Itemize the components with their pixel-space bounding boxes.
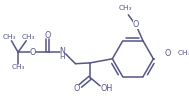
- Text: O: O: [132, 20, 139, 29]
- Text: CH₃: CH₃: [22, 34, 36, 40]
- Text: CH₃: CH₃: [2, 34, 16, 40]
- Text: CH₃: CH₃: [178, 50, 189, 56]
- Text: H: H: [60, 54, 65, 60]
- Text: O: O: [44, 30, 51, 39]
- Text: O: O: [73, 84, 79, 93]
- Text: O: O: [30, 48, 36, 57]
- Text: CH₃: CH₃: [11, 64, 25, 70]
- Text: N: N: [59, 47, 65, 56]
- Text: OH: OH: [101, 84, 113, 93]
- Text: CH₃: CH₃: [118, 5, 132, 11]
- Text: O: O: [165, 49, 171, 58]
